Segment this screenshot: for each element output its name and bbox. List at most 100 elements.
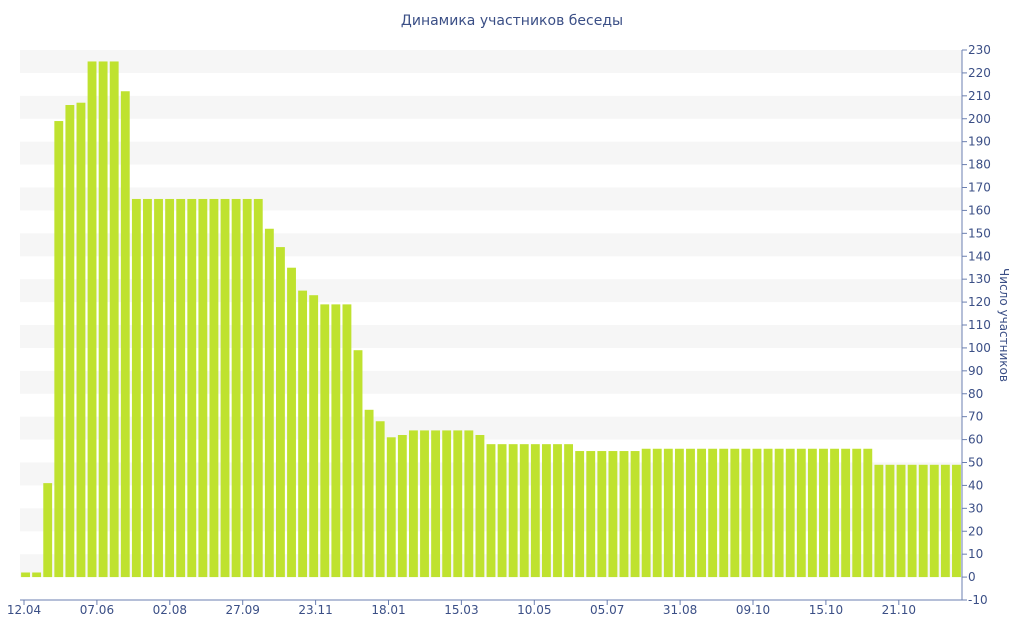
bar [220,198,230,578]
bar [597,451,607,578]
bar [730,448,740,578]
bar [530,444,540,578]
x-tick-label: 07.06 [80,603,114,617]
bar [287,267,296,578]
bar [87,61,97,578]
bar [674,448,684,578]
y-tick-label: 90 [968,364,983,378]
y-tick-label: 130 [968,272,991,286]
bar [198,198,208,578]
x-tick-label: 10.05 [517,603,551,617]
bar [386,437,396,578]
bar [420,430,429,578]
bar [298,290,308,578]
bar [98,61,108,578]
y-tick-label: 220 [968,66,991,80]
bar [187,198,197,578]
bar [907,464,917,578]
y-tick-label: 10 [968,547,983,561]
bar [663,448,673,578]
y-tick-label: 190 [968,135,991,149]
bar [231,198,241,578]
y-tick-label: 230 [968,43,991,57]
x-tick-label: 31.08 [663,603,697,617]
y-tick-label: 170 [968,181,991,195]
bar [830,448,839,578]
bar [630,451,640,578]
y-tick-label: 50 [968,456,983,470]
y-tick-label: 200 [968,112,991,126]
bar [885,464,895,578]
bar [21,572,30,578]
y-tick-label: 30 [968,501,983,515]
grid-band [20,141,962,165]
bar [497,444,507,578]
bar [32,572,42,578]
bar [442,430,452,578]
bar [253,198,263,578]
bar [586,451,596,578]
bar [807,448,817,578]
bar [109,61,119,578]
x-tick-label: 15.03 [444,603,478,617]
bar [608,451,618,578]
bar [320,304,330,578]
bar [486,444,496,578]
bar [641,448,651,578]
bar [785,448,795,578]
bar [131,198,141,578]
bar [353,350,363,578]
y-tick-label: 20 [968,524,983,538]
bar [431,430,441,578]
bar [209,198,219,578]
bar [763,448,773,578]
y-tick-label: 0 [968,570,976,584]
x-tick-label: 09.10 [736,603,770,617]
bar [508,444,518,578]
bar [154,198,163,578]
bar [863,448,873,578]
bar [619,451,629,578]
bar [143,198,152,578]
bar [741,448,751,578]
y-tick-label: 40 [968,478,983,492]
bar [686,448,695,578]
chart-title: Динамика участников беседы [400,13,624,29]
bar [165,198,175,578]
y-tick-label: 160 [968,203,991,217]
bar [176,198,186,578]
bar [652,448,662,578]
bar [408,430,418,578]
bar [774,448,784,578]
x-tick-label: 15.10 [809,603,843,617]
y-tick-label: 210 [968,89,991,103]
bar [464,430,474,578]
y-tick-label: 110 [968,318,991,332]
bar [708,448,718,578]
bar [819,448,828,578]
bar [575,451,585,578]
bar [375,421,385,578]
bar [65,105,75,578]
bar [43,483,53,578]
y-tick-label: 140 [968,249,991,263]
bar [453,430,463,578]
bar [841,448,851,578]
x-tick-label: 21.10 [882,603,916,617]
y-tick-label: 70 [968,410,983,424]
y-tick-label: 100 [968,341,991,355]
grid-band [20,50,962,73]
bar [874,464,884,578]
y-tick-label: 120 [968,295,991,309]
x-tick-label: 27.09 [226,603,260,617]
bar [309,295,319,578]
bar [264,228,274,578]
bar [276,247,285,578]
bar [342,304,352,578]
y-tick-label: 60 [968,433,983,447]
bar [697,448,706,578]
bar [940,464,950,578]
x-tick-label: 12.04 [7,603,41,617]
y-axis-title: Число участников [997,268,1011,382]
